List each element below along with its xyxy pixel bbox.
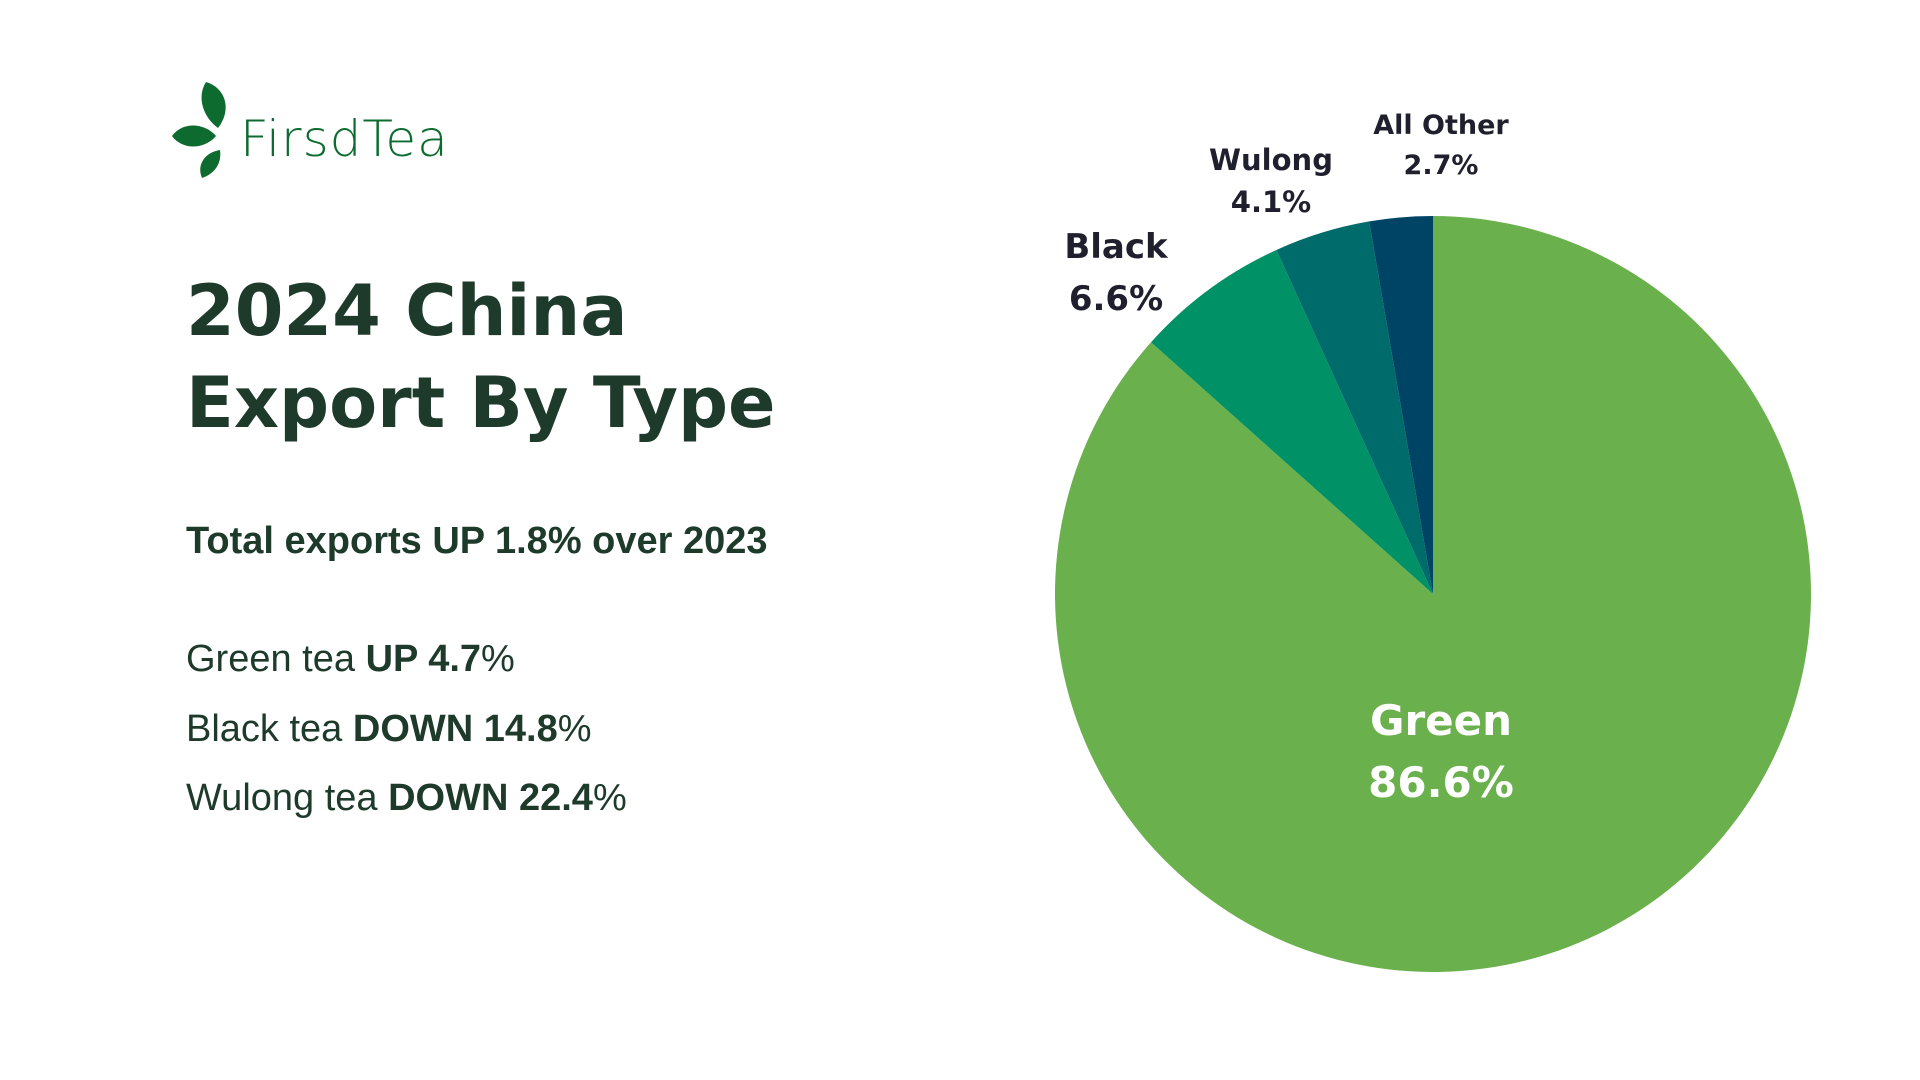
pie-slice-all-other [1369, 216, 1433, 594]
stat-label: Green tea [186, 638, 355, 680]
stat-black: Black tea DOWN 14.8% [186, 708, 592, 751]
firsdtea-logo: FirsdTea [168, 80, 448, 184]
slice-name-label: Black [1064, 227, 1169, 267]
stat-label: Wulong tea [186, 777, 378, 819]
slice-name-label: All Other [1373, 110, 1509, 141]
stat-suffix: % [557, 708, 592, 750]
slice-value-label: 2.7% [1404, 150, 1479, 181]
subtitle: Total exports UP 1.8% over 2023 [186, 520, 768, 562]
pie-slice-wulong [1276, 221, 1433, 595]
slice-name-label: Wulong [1209, 143, 1333, 177]
slice-name-label: Green [1370, 696, 1512, 745]
stat-suffix: % [481, 638, 515, 680]
title-line-2: Export By Type [186, 362, 776, 444]
slice-value-label: 4.1% [1231, 185, 1311, 219]
stat-change: UP 4.7 [365, 638, 482, 680]
page-title: 2024 China Export By Type [186, 265, 776, 449]
stat-wulong: Wulong tea DOWN 22.4% [186, 777, 627, 820]
stat-change: DOWN 22.4 [388, 777, 593, 819]
stat-green: Green tea UP 4.7% [186, 638, 515, 681]
tea-leaves-icon [172, 82, 226, 178]
stat-suffix: % [592, 777, 627, 819]
stat-label: Black tea [186, 708, 343, 750]
slice-value-label: 6.6% [1069, 279, 1163, 319]
pie-slice-black [1151, 249, 1433, 594]
logo-text: FirsdTea [240, 110, 449, 168]
slice-value-label: 86.6% [1368, 758, 1514, 807]
stat-change: DOWN 14.8 [352, 708, 558, 750]
title-line-1: 2024 China [186, 270, 628, 352]
